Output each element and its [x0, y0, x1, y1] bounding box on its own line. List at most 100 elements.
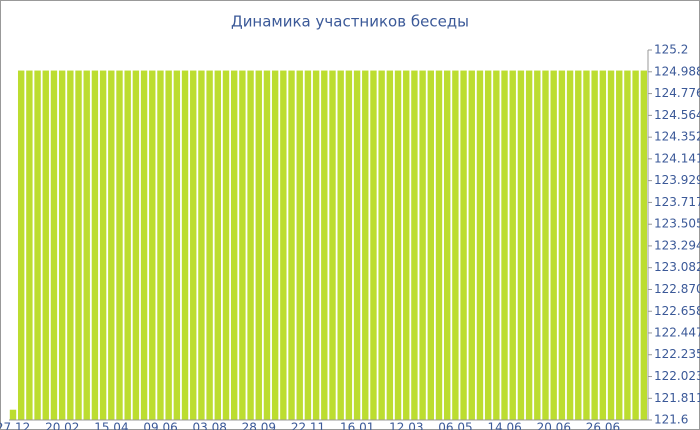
bar [575, 70, 582, 421]
chart-title: Динамика участников беседы [231, 13, 469, 31]
bar [411, 70, 418, 421]
bar [517, 70, 525, 421]
bar [255, 70, 262, 421]
y-tick-label: 122.235 [654, 347, 700, 361]
bar [476, 70, 484, 421]
y-tick-label: 121.811 [654, 391, 700, 405]
y-tick-label: 122.447 [654, 325, 700, 339]
bar [50, 70, 58, 421]
bar [157, 70, 164, 421]
bar [296, 70, 303, 421]
bar [108, 70, 115, 421]
y-tick-label: 124.988 [654, 64, 700, 78]
x-tick-label: 15.04 [94, 421, 128, 430]
bar [17, 70, 25, 421]
x-tick-label: 22.11 [291, 421, 325, 430]
bar [591, 70, 598, 421]
bar [222, 70, 230, 421]
y-tick-label: 124.141 [654, 151, 700, 165]
bar [501, 70, 508, 421]
y-tick-label: 123.929 [654, 173, 700, 187]
y-tick-label: 124.352 [654, 130, 700, 144]
bar [484, 70, 492, 421]
x-tick-label: 16.01 [340, 421, 374, 430]
y-tick-label: 122.870 [654, 282, 700, 296]
bar [26, 70, 33, 421]
bar [58, 70, 66, 421]
y-tick-label: 122.023 [654, 369, 700, 383]
bar [558, 70, 566, 421]
bar [624, 70, 631, 421]
bar [99, 70, 107, 421]
bar [132, 70, 140, 421]
bar [329, 70, 336, 421]
y-tick-label: 123.294 [654, 238, 700, 252]
bar [362, 70, 369, 421]
bar [312, 70, 320, 421]
bar [165, 70, 172, 421]
bar [452, 70, 459, 421]
bar [394, 70, 402, 421]
bar [419, 70, 426, 421]
bar [566, 70, 574, 421]
bar [550, 70, 557, 421]
bar [370, 70, 377, 421]
bar [190, 70, 197, 421]
x-tick-label: 09.06 [143, 421, 177, 430]
bar [599, 70, 607, 421]
bar [321, 70, 328, 421]
bar [534, 70, 541, 421]
bar [337, 70, 344, 421]
y-tick-label: 124.776 [654, 86, 700, 100]
x-tick-label: 06.05 [438, 421, 472, 430]
bar [345, 70, 353, 421]
bar [214, 70, 221, 421]
bar [75, 70, 82, 421]
bar [509, 70, 516, 421]
bar [468, 70, 475, 421]
x-tick-label: 12.03 [389, 421, 423, 430]
y-tick-label: 123.505 [654, 217, 700, 231]
bar [280, 70, 287, 421]
y-tick-label: 123.717 [654, 195, 700, 209]
y-tick-label: 121.6 [654, 413, 688, 427]
x-tick-label: 28.09 [242, 421, 276, 430]
bar [616, 70, 623, 421]
y-tick-label: 123.082 [654, 260, 700, 274]
bar [493, 70, 500, 421]
bar [34, 70, 41, 421]
bar [435, 70, 443, 421]
bar [443, 70, 451, 421]
bar [386, 70, 394, 421]
bar [124, 70, 131, 421]
bar [378, 70, 385, 421]
x-tick-label: 03.08 [193, 421, 227, 430]
bar [173, 70, 181, 421]
bar [67, 70, 74, 421]
bar [583, 70, 590, 421]
x-tick-label: 20.06 [537, 421, 571, 430]
bar [403, 70, 410, 421]
bar [198, 70, 205, 421]
y-tick-label: 124.564 [654, 108, 700, 122]
bar [91, 70, 99, 421]
x-tick-label: 20.02 [45, 421, 79, 430]
bar [206, 70, 213, 421]
bar [525, 70, 533, 421]
bar [427, 70, 434, 421]
bar [140, 70, 148, 421]
bar [263, 70, 271, 421]
bar [181, 70, 189, 421]
x-tick-label: 27.12 [0, 421, 30, 430]
bar [83, 70, 90, 421]
bar [230, 70, 238, 421]
bar [353, 70, 361, 421]
bar [640, 70, 647, 421]
bar [271, 70, 279, 421]
x-tick-label: 26.06 [586, 421, 620, 430]
bar [288, 70, 295, 421]
bar [632, 70, 639, 421]
y-tick-label: 125.2 [654, 43, 688, 57]
bar [247, 70, 254, 421]
